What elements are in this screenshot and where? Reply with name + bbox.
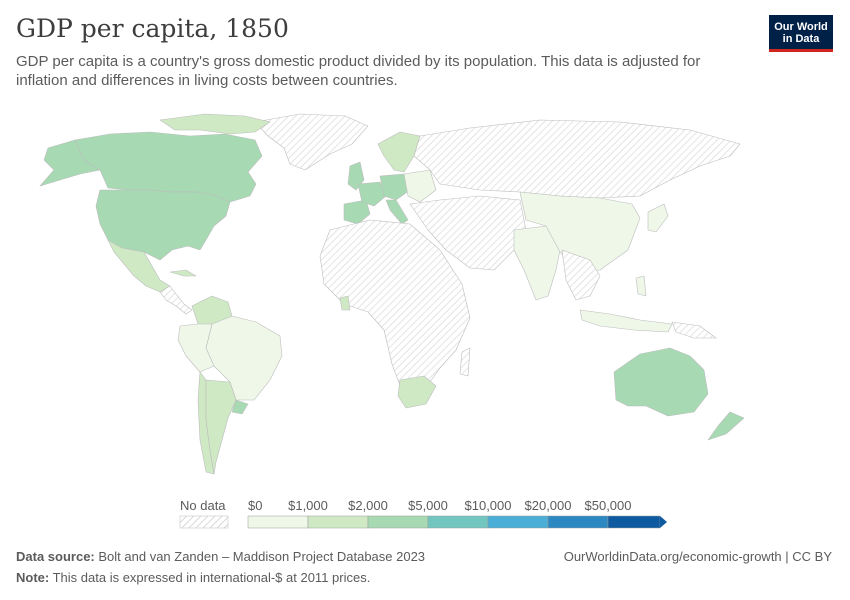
legend-swatch-3[interactable] [427,515,489,529]
legend-arrow-icon [660,516,667,528]
legend-label-0: $0 [248,498,262,513]
footer-source: Data source: Bolt and van Zanden – Maddi… [16,549,425,564]
argentina[interactable] [205,379,237,475]
legend-label-6: $50,000 [585,498,632,513]
logo-line-1: Our World [774,21,828,33]
indonesia[interactable] [579,309,673,333]
cuba[interactable] [169,269,197,277]
eastern-europe[interactable] [403,169,437,203]
note-label: Note: [16,570,50,585]
legend-swatch-6[interactable] [607,515,661,529]
source-text[interactable]: Bolt and van Zanden – Maddison Project D… [98,549,426,564]
legend-bins: $0 $1,000 $2,000 $5,000 $10,000 $20,000 $50,00… [247,498,667,529]
footer-note: Note: This data is expressed in internat… [16,570,370,585]
madagascar[interactable] [459,347,471,377]
ghana[interactable] [339,295,351,311]
china[interactable] [519,191,641,273]
note-text: This data is expressed in international-… [52,570,371,585]
legend-label-3: $5,000 [408,498,448,513]
southeast-asia[interactable] [561,249,601,301]
italy[interactable] [385,199,409,225]
arctic-islands[interactable] [159,113,271,135]
south-africa[interactable] [397,375,437,409]
legend-label-4: $10,000 [465,498,512,513]
greenland[interactable] [254,113,369,171]
map-legend: No data $0 $1,000 $2,000 $5,000 $10,000 $20,0… [179,498,667,529]
logo-line-2: in Data [782,33,820,45]
australia[interactable] [613,347,709,417]
legend-swatch-5[interactable] [547,515,609,529]
legend-no-data-label: No data [180,498,226,513]
legend-no-data-swatch [179,515,229,529]
russia[interactable] [413,119,741,199]
footer-link[interactable]: OurWorldinData.org/economic-growth | CC … [563,549,832,564]
peru-bolivia[interactable] [177,323,215,373]
central-america[interactable] [159,285,193,315]
france[interactable] [357,181,387,207]
legend-swatch-1[interactable] [307,515,369,529]
source-label: Data source: [16,549,95,564]
legend-swatch-2[interactable] [367,515,429,529]
legend-label-2: $2,000 [348,498,388,513]
world-map[interactable] [0,100,850,485]
owid-logo[interactable]: Our World in Data [769,15,833,52]
legend-swatch-4[interactable] [487,515,549,529]
legend-label-1: $1,000 [288,498,328,513]
chart-subtitle: GDP per capita is a country's gross dome… [16,53,701,89]
uruguay[interactable] [231,399,249,415]
central-europe[interactable] [379,173,411,201]
new-zealand[interactable] [707,411,745,441]
philippines[interactable] [635,275,647,297]
japan[interactable] [647,203,669,233]
legend-label-5: $20,000 [525,498,572,513]
alaska[interactable] [39,139,101,187]
chart-title: GDP per capita, 1850 [16,14,289,43]
legend-swatch-0[interactable] [247,515,309,529]
scandinavia[interactable] [377,131,421,173]
new-guinea[interactable] [671,321,717,339]
